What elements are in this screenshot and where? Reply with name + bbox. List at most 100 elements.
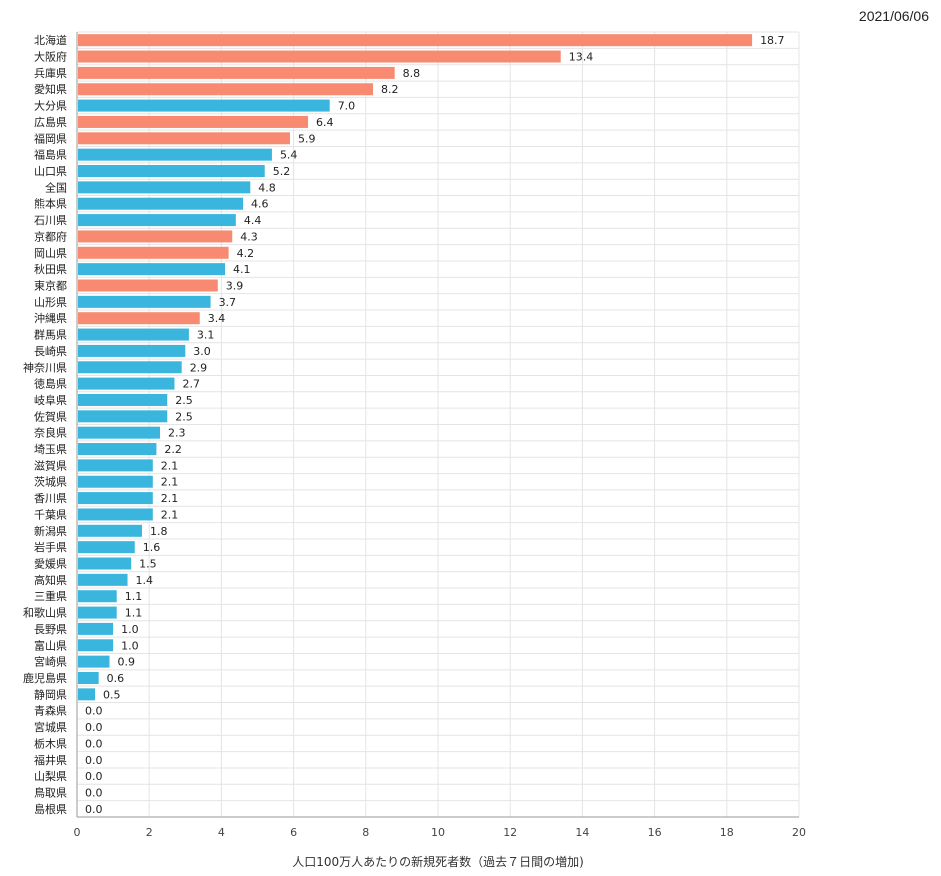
bar [78,622,114,635]
category-label: 山口県 [34,165,67,178]
value-label: 2.5 [175,410,193,423]
bar [78,573,128,586]
bar [78,361,182,374]
bar [78,132,290,145]
x-tick-label: 16 [648,826,662,839]
category-label: 石川県 [34,214,67,227]
bar [78,34,753,47]
category-label: 愛媛県 [34,557,67,571]
category-label: 大分県 [34,99,67,113]
x-axis-title: 人口100万人あたりの新規死者数（過去７日間の増加) [292,854,584,869]
bar [78,639,114,652]
value-label: 2.2 [164,443,182,456]
value-label: 4.6 [251,198,269,211]
category-label: 静岡県 [34,687,67,701]
value-label: 1.5 [139,558,157,571]
category-label: 大阪府 [34,50,67,64]
bar [78,344,186,357]
category-label: 青森県 [34,704,67,718]
bar [78,492,153,505]
value-label: 1.6 [143,541,161,554]
category-label: 岐阜県 [34,394,67,407]
x-tick-label: 14 [575,826,589,839]
value-label: 1.4 [136,574,154,587]
value-label: 6.4 [316,116,334,129]
value-label: 3.1 [197,329,215,342]
x-tick-label: 10 [431,826,445,839]
date-label: 2021/06/06 [858,8,929,24]
category-label: 群馬県 [34,328,67,342]
value-label: 5.2 [273,165,291,178]
category-label: 山梨県 [34,769,67,783]
category-label: 北海道 [34,33,67,47]
category-label: 沖縄県 [34,311,67,325]
category-label: 長崎県 [34,344,67,358]
bar [78,83,374,96]
x-tick-label: 20 [792,826,806,839]
category-label: 京都府 [34,229,67,243]
category-label: 栃木県 [34,736,67,750]
category-label: 秋田県 [34,262,67,276]
value-label: 4.3 [240,230,257,243]
bar [78,671,99,684]
bar [78,328,189,341]
bar [78,443,157,456]
bar [78,181,251,194]
value-label: 2.1 [161,459,179,472]
value-label: 3.7 [219,296,237,309]
category-label: 千葉県 [34,507,67,521]
category-label: 全国 [45,180,67,194]
bar [78,426,161,439]
bar [78,148,272,161]
category-label: 長野県 [34,623,67,636]
value-label: 1.0 [121,623,139,636]
bar [78,230,233,243]
category-label: 岩手県 [34,540,67,554]
category-label: 三重県 [34,589,67,603]
category-label: 熊本県 [34,197,67,211]
bar [78,246,229,259]
value-label: 0.0 [85,786,103,799]
category-label: 徳島県 [34,377,67,391]
value-label: 0.9 [117,656,134,669]
value-label: 8.2 [381,83,399,96]
value-label: 2.9 [190,361,208,374]
value-label: 1.1 [125,590,142,603]
bar [78,475,153,488]
category-label: 埼玉県 [34,442,67,456]
value-label: 0.5 [103,688,121,701]
value-label: 1.0 [121,639,139,652]
category-label: 福島県 [34,148,67,162]
category-label: 鹿児島県 [23,671,67,685]
category-label: 東京都 [34,278,67,292]
grid [76,31,800,818]
value-label: 4.2 [237,247,255,260]
x-tick-label: 8 [362,826,369,839]
value-label: 7.0 [338,100,356,113]
bar [78,459,153,472]
category-label: 和歌山県 [23,606,67,620]
value-label: 5.9 [298,132,316,145]
value-label: 0.0 [85,770,103,783]
category-label: 宮崎県 [34,655,67,669]
category-label: 兵庫県 [34,66,67,80]
bar [78,508,153,521]
bar [78,688,96,701]
x-tick-label: 12 [503,826,517,839]
value-label: 8.8 [403,67,421,80]
bar [78,50,561,63]
value-label: 2.1 [161,476,179,489]
value-label: 2.5 [175,394,193,407]
bar [78,524,142,537]
value-label: 3.9 [226,279,244,292]
value-label: 4.4 [244,214,262,227]
value-label: 1.8 [150,525,168,538]
bar [78,66,395,79]
value-label: 0.0 [85,721,103,734]
value-labels: 18.7 13.4 8.8 8.2 7.0 6.45.95.4 5.2 4.8 4.6 4.4 4.… [85,34,785,816]
bar [78,541,135,554]
bars [78,34,753,701]
value-label: 18.7 [760,34,785,47]
bar [78,557,132,570]
value-label: 2.7 [182,378,200,391]
